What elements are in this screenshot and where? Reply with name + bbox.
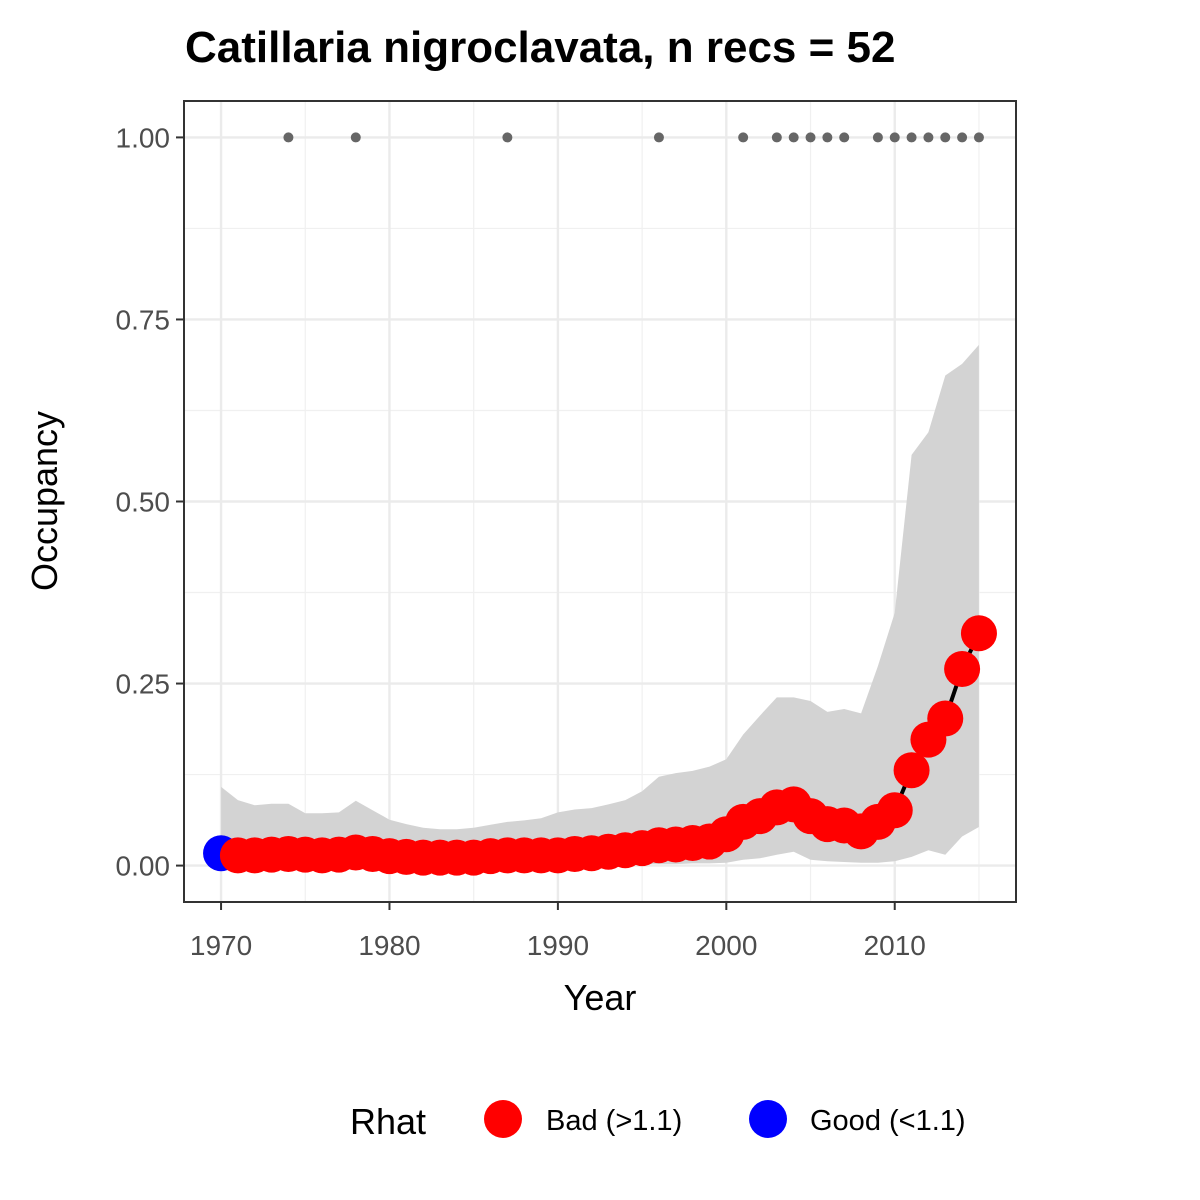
chart-title: Catillaria nigroclavata, n recs = 52 [185,23,895,72]
legend-title: Rhat [350,1101,426,1142]
record-point [822,132,833,143]
record-point [973,132,984,143]
x-tick-label: 1980 [358,930,420,961]
record-point [350,132,361,143]
x-tick-label: 2000 [695,930,757,961]
legend: Rhat Bad (>1.1) Good (<1.1) [350,1100,966,1142]
record-point [805,132,816,143]
y-tick-label: 1.00 [116,122,171,153]
record-points [283,132,984,143]
legend-label-good: Good (<1.1) [810,1105,966,1137]
occupancy-point-bad [944,650,981,687]
x-axis-title: Year [564,977,637,1018]
record-point [738,132,749,143]
legend-key-bad [484,1100,522,1138]
record-point [788,132,799,143]
x-axis: 1970 1980 1990 2000 2010 [190,902,926,961]
legend-key-good [749,1100,787,1138]
occupancy-point-bad [960,615,997,652]
occupancy-point-bad [876,792,913,829]
credible-band-area [221,344,979,865]
record-point [502,132,513,143]
y-axis: 0.00 0.25 0.50 0.75 1.00 [116,122,184,882]
record-point [839,132,850,143]
record-point [653,132,664,143]
occupancy-point-bad [893,752,930,789]
record-point [889,132,900,143]
y-tick-label: 0.00 [116,851,171,882]
y-tick-label: 0.25 [116,669,171,700]
record-point [771,132,782,143]
x-tick-label: 2010 [864,930,926,961]
x-tick-label: 1970 [190,930,252,961]
occupancy-point-bad [927,700,964,737]
legend-label-bad: Bad (>1.1) [546,1105,682,1137]
record-point [872,132,883,143]
record-point [283,132,294,143]
x-tick-label: 1990 [527,930,589,961]
y-tick-label: 0.50 [116,487,171,518]
record-point [923,132,934,143]
credible-interval-band [221,344,979,865]
occupancy-points [203,615,997,876]
record-point [906,132,917,143]
record-point [940,132,951,143]
record-point [957,132,968,143]
y-axis-title: Occupancy [24,411,65,591]
y-tick-label: 0.75 [116,304,171,335]
